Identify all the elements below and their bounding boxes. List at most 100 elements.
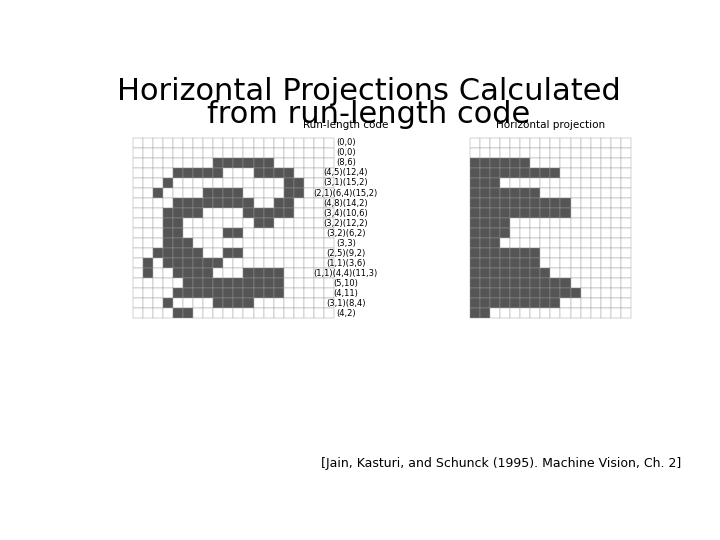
Bar [264, 168, 274, 178]
Bar [143, 138, 153, 148]
Bar [540, 238, 550, 248]
Bar [590, 258, 600, 268]
Bar [163, 168, 173, 178]
Bar [510, 278, 520, 288]
Bar [143, 218, 153, 228]
Bar [621, 178, 631, 188]
Bar [173, 228, 183, 238]
Bar [324, 138, 334, 148]
Bar [264, 188, 274, 198]
Bar [324, 158, 334, 168]
Bar [570, 178, 580, 188]
Bar [183, 138, 193, 148]
Bar [193, 188, 203, 198]
Bar [243, 158, 253, 168]
Bar [233, 238, 243, 248]
Bar [480, 238, 490, 248]
Bar [264, 268, 274, 278]
Bar [560, 148, 570, 158]
Bar [143, 298, 153, 308]
Bar [223, 308, 233, 318]
Bar [570, 138, 580, 148]
Bar [490, 258, 500, 268]
Bar [500, 238, 510, 248]
Bar [264, 298, 274, 308]
Bar [233, 168, 243, 178]
Bar [560, 208, 570, 218]
Bar [490, 268, 500, 278]
Bar [530, 218, 540, 228]
Bar [274, 148, 284, 158]
Bar [324, 268, 334, 278]
Bar [193, 288, 203, 298]
Bar [183, 238, 193, 248]
Bar [621, 148, 631, 158]
Bar [500, 308, 510, 318]
Bar [253, 248, 264, 258]
Bar [223, 208, 233, 218]
Bar [223, 228, 233, 238]
Bar [314, 188, 324, 198]
Bar [580, 178, 590, 188]
Bar [213, 158, 223, 168]
Bar [621, 258, 631, 268]
Bar [490, 158, 500, 168]
Bar [183, 168, 193, 178]
Bar [520, 188, 530, 198]
Bar [314, 268, 324, 278]
Bar [223, 238, 233, 248]
Bar [203, 238, 213, 248]
Bar [590, 148, 600, 158]
Bar [490, 218, 500, 228]
Bar [193, 208, 203, 218]
Bar [314, 198, 324, 208]
Bar [143, 188, 153, 198]
Bar [294, 278, 304, 288]
Bar [284, 258, 294, 268]
Bar [611, 148, 621, 158]
Bar [530, 198, 540, 208]
Bar [580, 218, 590, 228]
Text: (3,1)(15,2): (3,1)(15,2) [323, 179, 368, 187]
Bar [520, 208, 530, 218]
Bar [469, 218, 480, 228]
Bar [510, 228, 520, 238]
Bar [490, 168, 500, 178]
Bar [469, 138, 480, 148]
Bar [193, 308, 203, 318]
Bar [304, 178, 314, 188]
Bar [253, 308, 264, 318]
Bar [274, 228, 284, 238]
Bar [163, 148, 173, 158]
Bar [132, 188, 143, 198]
Bar [243, 298, 253, 308]
Bar [520, 198, 530, 208]
Bar [469, 168, 480, 178]
Bar [600, 248, 611, 258]
Text: from run-length code: from run-length code [207, 99, 531, 129]
Bar [203, 208, 213, 218]
Bar [173, 168, 183, 178]
Bar [560, 218, 570, 228]
Bar [284, 178, 294, 188]
Bar [480, 148, 490, 158]
Bar [163, 278, 173, 288]
Bar [183, 268, 193, 278]
Bar [203, 138, 213, 148]
Bar [500, 168, 510, 178]
Bar [304, 148, 314, 158]
Bar [274, 158, 284, 168]
Bar [294, 308, 304, 318]
Bar [173, 208, 183, 218]
Bar [560, 278, 570, 288]
Bar [143, 158, 153, 168]
Bar [550, 208, 560, 218]
Bar [153, 218, 163, 228]
Bar [233, 208, 243, 218]
Bar [213, 308, 223, 318]
Text: Horizontal projection: Horizontal projection [496, 120, 605, 130]
Bar [590, 208, 600, 218]
Bar [490, 138, 500, 148]
Bar [500, 158, 510, 168]
Bar [611, 158, 621, 168]
